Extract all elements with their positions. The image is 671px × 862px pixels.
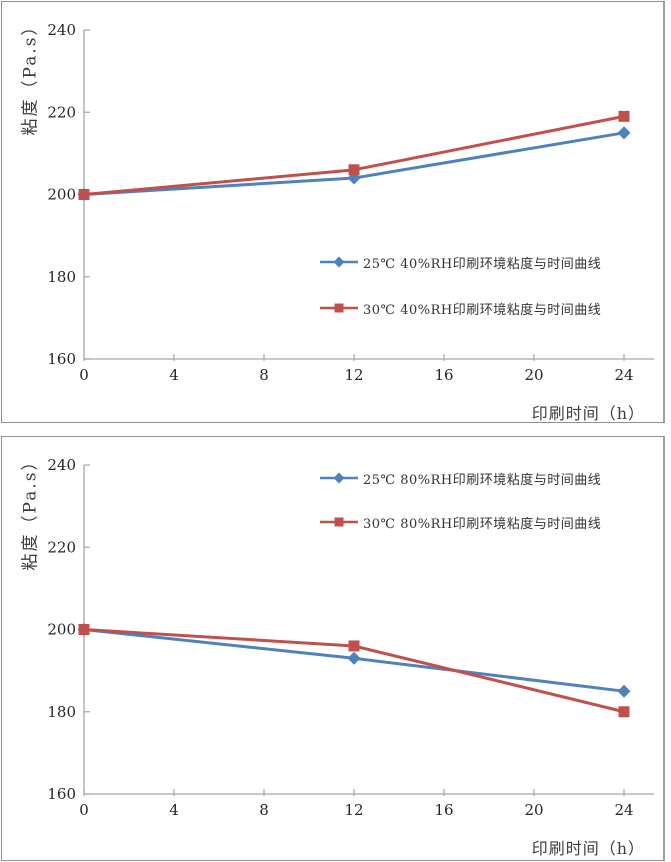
chart-panel-40rh: 160 180 200 220 240 0 4 8 12 16 20 24 粘度（Pa.s） 印刷时间… <box>1 1 665 423</box>
y-tick-label: 220 <box>47 103 76 121</box>
series-marker-1 <box>618 110 630 122</box>
series-marker-1 <box>348 640 360 652</box>
x-tick-label: 0 <box>79 801 89 819</box>
series-marker-0 <box>617 126 631 140</box>
legend-label: 30℃ 80%RH印刷环境粘度与时间曲线 <box>363 516 602 532</box>
x-tick-label: 20 <box>524 801 543 819</box>
chart-panel-80rh: 160 180 200 220 240 0 4 8 12 16 20 24 粘度（Pa.s） 印刷时间… <box>1 436 665 861</box>
legend-label: 25℃ 80%RH印刷环境粘度与时间曲线 <box>363 472 602 488</box>
legend-item: 30℃ 80%RH印刷环境粘度与时间曲线 <box>320 513 602 532</box>
legend-item: 25℃ 80%RH印刷环境粘度与时间曲线 <box>320 469 602 488</box>
legend-label: 25℃ 40%RH印刷环境粘度与时间曲线 <box>363 256 602 272</box>
y-tick-label: 160 <box>47 785 76 803</box>
y-axis-title: 粘度（Pa.s） <box>20 451 41 571</box>
line-chart-40rh: 160 180 200 220 240 0 4 8 12 16 20 24 <box>47 21 654 384</box>
x-axis-title: 印刷时间（h） <box>531 404 645 423</box>
series-marker-1 <box>348 164 360 176</box>
series-line-0 <box>82 131 626 196</box>
legend-swatch-blue <box>320 472 358 484</box>
series-marker-0 <box>347 651 361 665</box>
x-axis-title: 印刷时间（h） <box>531 839 645 858</box>
x-tick-label: 12 <box>344 801 363 819</box>
legend-marker <box>334 517 344 527</box>
legend-marker <box>334 303 344 313</box>
x-tick-label: 12 <box>344 366 363 384</box>
legend-swatch-red <box>320 517 358 527</box>
legend-marker <box>333 256 345 268</box>
series-marker-1 <box>78 189 90 200</box>
legend-marker <box>333 472 345 484</box>
y-tick-label: 160 <box>47 350 76 368</box>
x-tick-label: 4 <box>169 801 179 819</box>
y-tick-label: 220 <box>47 538 76 556</box>
y-tick-label: 240 <box>47 456 76 474</box>
y-tick-label: 200 <box>47 186 76 204</box>
legend-swatch-blue <box>320 256 358 268</box>
y-tick-label: 240 <box>47 21 76 39</box>
y-tick-label: 180 <box>47 703 76 721</box>
legend-item: 30℃ 40%RH印刷环境粘度与时间曲线 <box>320 299 602 318</box>
legend-label: 30℃ 40%RH印刷环境粘度与时间曲线 <box>363 302 602 318</box>
x-tick-label: 24 <box>614 801 633 819</box>
x-tick-label: 4 <box>169 366 179 384</box>
y-tick-label: 180 <box>47 268 76 286</box>
legend-item: 25℃ 40%RH印刷环境粘度与时间曲线 <box>320 253 602 272</box>
x-tick-label: 0 <box>79 366 89 384</box>
x-tick-label: 20 <box>524 366 543 384</box>
legend-swatch-red <box>320 303 358 313</box>
x-tick-label: 8 <box>259 801 269 819</box>
x-tick-label: 8 <box>259 366 269 384</box>
series-marker-0 <box>617 684 631 698</box>
x-tick-label: 24 <box>614 366 633 384</box>
x-tick-label: 16 <box>434 366 453 384</box>
series-marker-1 <box>618 706 630 718</box>
series-marker-1 <box>78 624 90 635</box>
line-chart-80rh: 160 180 200 220 240 0 4 8 12 16 20 24 <box>47 456 654 819</box>
x-tick-label: 16 <box>434 801 453 819</box>
y-tick-label: 200 <box>47 621 76 639</box>
y-axis-title: 粘度（Pa.s） <box>20 16 41 136</box>
